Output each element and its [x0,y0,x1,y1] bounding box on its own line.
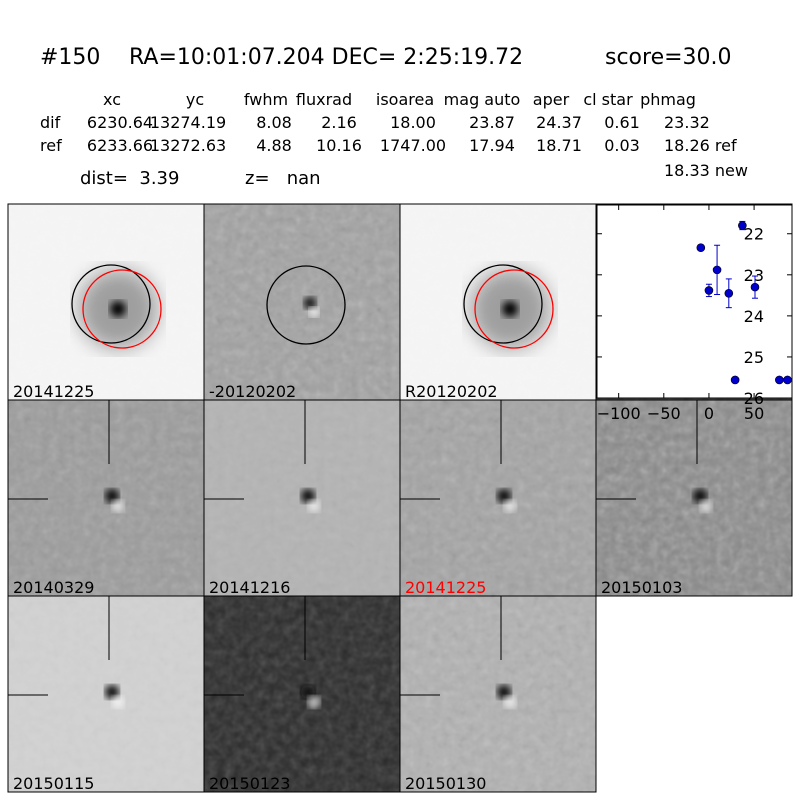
source-bright [308,696,320,708]
data-point [783,375,792,385]
column-header: cl star [583,90,633,109]
column-header: fwhm [244,90,288,109]
column-header: fluxrad [296,90,352,109]
table-cell: 6233.66 [87,136,153,155]
column-header: phmag [640,90,696,109]
row-label: ref [40,136,62,155]
y-tick-label: 23 [744,266,764,285]
data-point [696,243,706,253]
redshift: z= nan [245,168,321,189]
stamp-label: -20120202 [209,382,296,401]
source-dark [105,685,119,699]
source-bright [700,500,712,512]
x-tick-label: 50 [744,404,764,423]
source-dark [497,489,511,503]
table-cell: 13272.63 [150,136,226,155]
column-header: yc [186,90,204,109]
source-dark [105,489,119,503]
y-tick-label: 25 [744,348,764,367]
data-point [724,288,734,298]
stamp-label: 20150123 [209,774,290,793]
table-cell: 8.08 [256,113,292,132]
x-tick-label: 0 [704,404,714,423]
table-cell: 23.32 [664,113,710,132]
source-bright [308,500,320,512]
source-dark [497,685,511,699]
table-cell: 1747.00 [380,136,446,155]
table-cell: 18.71 [536,136,582,155]
stamp-label: 20150130 [405,774,486,793]
stamp-label: 20140329 [13,578,94,597]
column-header: mag auto [444,90,521,109]
stamp-frame [399,595,597,793]
table-cell: 13274.19 [150,113,226,132]
aperture [463,264,543,344]
coordinates: RA=10:01:07.204 DEC= 2:25:19.72 [129,45,523,70]
aperture-new [82,269,162,349]
distance: dist= 3.39 [80,168,179,189]
source-dark [301,685,315,699]
table-cell: 10.16 [316,136,362,155]
y-tick-label: 24 [744,307,764,326]
source-dark [693,489,707,503]
y-tick-label: 22 [744,225,764,244]
column-header: isoarea [376,90,434,109]
stamp-label: 20150115 [13,774,94,793]
table-cell: 18.00 [390,113,436,132]
x-tick-label: −50 [647,404,681,423]
stamp-label: 20141216 [209,578,290,597]
data-point [730,375,740,385]
table-cell: 6230.64 [87,113,153,132]
aperture [266,265,346,345]
table-cell: 0.03 [604,136,640,155]
plot-area [596,204,793,399]
source-bright [504,500,516,512]
stamp-label: 20141225 [405,578,486,597]
source-dark [304,297,316,309]
light-curve: 22 23 24 25 26 −100 −50 0 50 [596,204,793,423]
aperture-new [474,269,554,349]
stamp-label: R20120202 [405,382,498,401]
table-cell: 23.87 [469,113,515,132]
galaxy-core [502,301,518,317]
table-cell: 2.16 [321,113,357,132]
column-header: aper [533,90,570,109]
source-bright [309,307,319,317]
stamp-label: 20150103 [601,578,682,597]
source-bright [112,500,124,512]
aperture [71,264,151,344]
data-point [738,221,747,230]
stamp-frame [595,399,793,597]
x-tick-label: −100 [597,404,641,423]
source-bright [112,696,124,708]
table-cell: 24.37 [536,113,582,132]
data-point [712,265,722,275]
row-label: dif [40,113,61,132]
candidate-id: #150 [40,45,100,70]
source-dark [301,489,315,503]
data-point [704,286,714,295]
source-bright [504,696,516,708]
galaxy-core [110,301,126,317]
table-note: 18.33 new [664,161,748,180]
data-point [750,282,760,292]
stamp-label: 20141225 [13,382,94,401]
stamp-noise [204,204,400,400]
table-cell: 0.61 [604,113,640,132]
table-cell: 17.94 [469,136,515,155]
table-cell: 18.26 ref [664,136,737,155]
data-point [775,375,784,385]
table-cell: 4.88 [256,136,292,155]
score: score=30.0 [605,45,732,70]
y-tick-label: 26 [744,389,764,408]
column-header: xc [103,90,121,109]
